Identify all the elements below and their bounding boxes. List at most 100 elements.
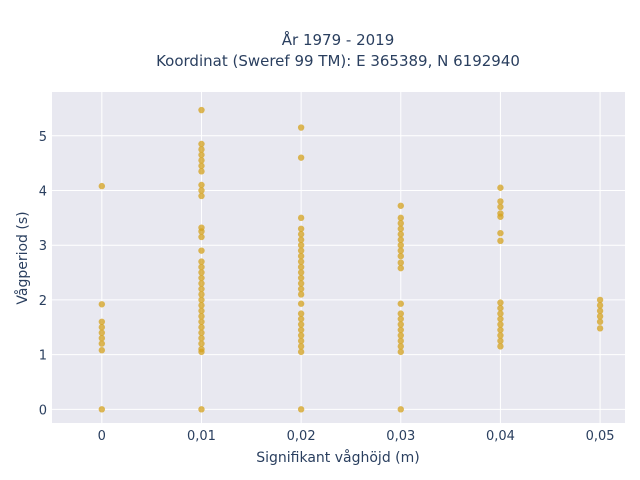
y-tick-label: 3 — [39, 239, 47, 254]
x-tick-labels: 0 0,01 0,02 0,03 0,04 0,05 — [98, 429, 615, 444]
data-point — [397, 259, 404, 266]
data-point — [297, 258, 305, 265]
data-point — [198, 280, 205, 287]
x-tick-label: 0,05 — [586, 429, 615, 444]
y-tick-label: 2 — [39, 294, 47, 309]
data-point — [98, 318, 106, 325]
data-point — [297, 321, 305, 328]
data-point — [297, 241, 305, 249]
y-tick-label: 4 — [39, 184, 47, 199]
data-point — [198, 151, 205, 159]
data-point — [397, 202, 404, 209]
data-point — [297, 252, 305, 260]
data-point — [397, 343, 404, 350]
data-point — [497, 332, 504, 339]
data-point — [397, 247, 404, 254]
data-point — [397, 252, 404, 260]
data-point — [497, 337, 504, 345]
data-point — [98, 329, 106, 336]
data-point — [297, 348, 305, 356]
data-point — [198, 258, 205, 265]
y-tick-label: 1 — [39, 349, 47, 364]
data-point — [397, 236, 404, 243]
data-point — [397, 321, 404, 328]
data-point — [98, 406, 106, 413]
data-point — [198, 329, 205, 336]
data-point — [397, 225, 404, 232]
plot-background — [52, 92, 625, 423]
data-point — [198, 192, 205, 200]
data-point — [297, 269, 305, 276]
data-point — [198, 224, 205, 231]
data-point — [198, 296, 205, 304]
data-point — [297, 326, 305, 334]
x-tick-label: 0,01 — [187, 429, 216, 444]
data-point — [596, 296, 604, 304]
data-point — [497, 304, 504, 312]
data-point — [397, 300, 404, 307]
data-point — [198, 233, 205, 241]
data-point — [596, 313, 604, 320]
data-point — [297, 291, 305, 298]
data-point — [297, 124, 305, 131]
data-point — [198, 340, 205, 347]
data-point — [596, 307, 604, 315]
data-point — [297, 337, 305, 345]
x-axis-title: Signifikant våghöjd (m) — [256, 449, 419, 466]
chart-title: År 1979 - 2019 — [282, 30, 395, 49]
data-point — [198, 157, 205, 164]
data-point — [497, 184, 504, 191]
data-point — [297, 280, 305, 287]
y-tick-labels: 0 1 2 3 4 5 — [39, 130, 47, 419]
data-point — [198, 334, 205, 342]
data-point — [596, 318, 604, 325]
data-point — [497, 210, 504, 217]
x-tick-label: 0,02 — [287, 429, 316, 444]
data-point — [397, 231, 404, 238]
data-point — [297, 225, 305, 232]
data-point — [98, 334, 106, 342]
data-point — [198, 106, 205, 114]
data-point — [98, 301, 106, 308]
data-point — [198, 162, 205, 170]
data-point — [198, 406, 205, 413]
data-point — [397, 332, 404, 339]
data-point — [497, 321, 504, 328]
data-point — [497, 237, 504, 245]
data-point — [397, 220, 404, 227]
data-point — [497, 343, 504, 350]
data-point — [297, 231, 305, 238]
data-point — [297, 343, 305, 350]
data-point — [497, 299, 504, 306]
data-point — [98, 340, 106, 347]
data-point — [497, 198, 504, 205]
data-point — [198, 307, 205, 315]
data-point — [397, 315, 404, 323]
data-point — [596, 302, 604, 309]
data-point — [198, 302, 205, 309]
data-point — [297, 263, 305, 271]
data-point — [98, 182, 106, 190]
data-point — [397, 337, 404, 345]
data-point — [198, 345, 205, 353]
chart-subtitle: Koordinat (Sweref 99 TM): E 365389, N 61… — [156, 52, 520, 70]
data-point — [297, 247, 305, 254]
data-point — [198, 274, 205, 282]
data-point — [497, 203, 504, 211]
data-point — [198, 168, 205, 175]
data-point — [198, 269, 205, 276]
data-point — [397, 326, 404, 334]
data-point — [397, 348, 404, 356]
data-point — [497, 229, 504, 237]
data-point — [297, 332, 305, 339]
y-tick-label: 0 — [39, 403, 47, 418]
data-point — [198, 318, 205, 325]
data-point — [198, 291, 205, 298]
data-point — [198, 324, 205, 331]
data-point — [198, 247, 205, 254]
data-point — [397, 406, 404, 413]
data-point — [497, 315, 504, 323]
data-point — [596, 325, 604, 332]
